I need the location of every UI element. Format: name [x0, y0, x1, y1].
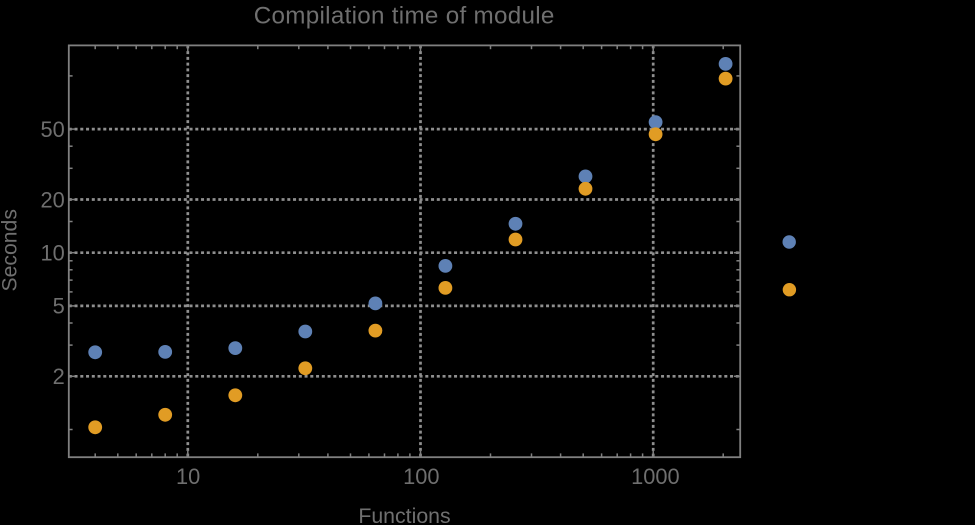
svg-text:10: 10 — [176, 464, 200, 489]
svg-text:2: 2 — [53, 364, 65, 389]
svg-text:20: 20 — [41, 187, 65, 212]
svg-text:5: 5 — [53, 294, 65, 319]
svg-text:Seconds: Seconds — [0, 209, 22, 291]
svg-text:Functions: Functions — [358, 504, 450, 525]
svg-text:50: 50 — [41, 117, 65, 142]
svg-text:Compilation time of module: Compilation time of module — [254, 2, 555, 29]
svg-text:10: 10 — [41, 241, 65, 266]
svg-text:100: 100 — [403, 464, 439, 489]
svg-text:1000: 1000 — [631, 464, 680, 489]
